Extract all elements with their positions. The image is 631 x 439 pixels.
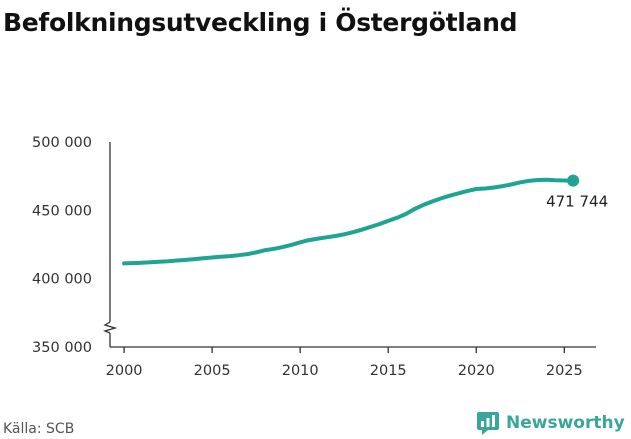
series-layer: 471 744	[122, 174, 608, 266]
end-value-label: 471 744	[546, 193, 608, 211]
end-point-marker	[567, 174, 580, 187]
x-tick-label: 2000	[106, 363, 143, 379]
x-tick-label: 2010	[282, 363, 319, 379]
x-tick-label: 2020	[458, 363, 495, 379]
axis-break-icon	[103, 321, 118, 334]
population-line	[122, 177, 576, 266]
chart-title: Befolkningsutveckling i Östergötland	[3, 8, 518, 37]
y-tick-label: 500 000	[32, 135, 92, 151]
newsworthy-logo-icon	[477, 412, 499, 435]
source-note: Källa: SCB	[3, 421, 75, 437]
y-tick-label: 450 000	[32, 203, 92, 219]
x-tick-label: 2015	[370, 363, 407, 379]
y-tick-label: 400 000	[32, 272, 92, 288]
x-tick-label: 2025	[546, 363, 583, 379]
y-tick-label: 350 000	[32, 340, 92, 356]
brand: Newsworthy	[476, 410, 625, 436]
brand-name: Newsworthy	[506, 413, 625, 433]
x-tick-label: 2005	[194, 363, 231, 379]
x-axis: 2000 2005 2010 2015 2020 2025	[106, 346, 596, 379]
y-axis: 350 000 400 000 450 000 500 000	[32, 135, 118, 356]
